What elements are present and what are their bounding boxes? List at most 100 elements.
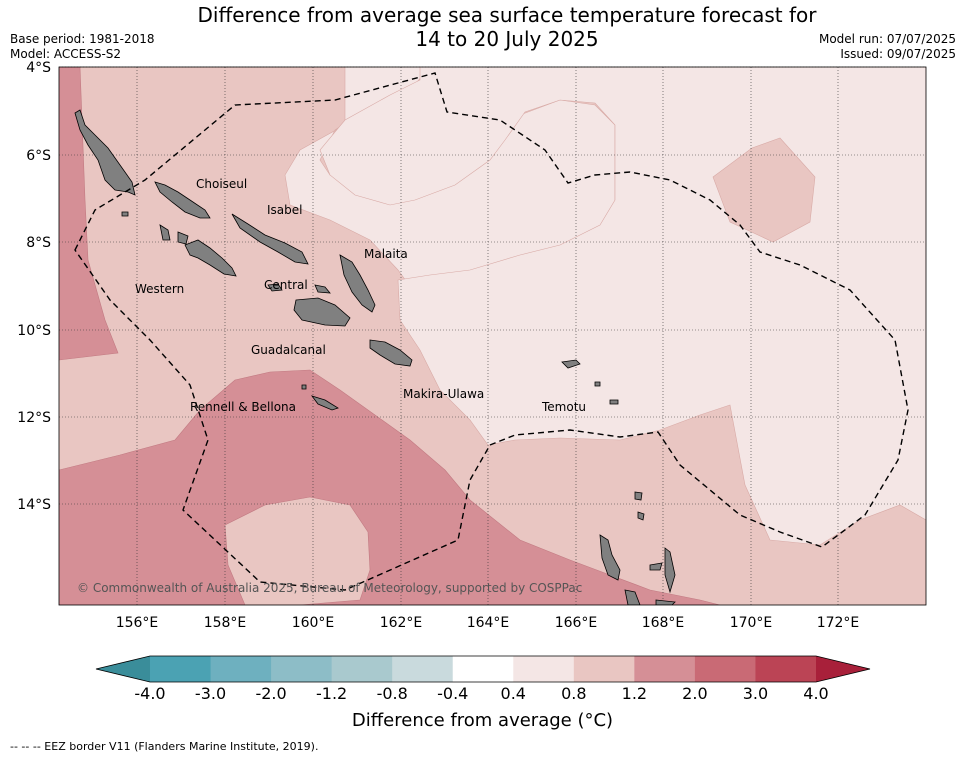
meta-left: Base period: 1981-2018 Model: ACCESS-S2 (10, 32, 155, 62)
colorbar-segment (634, 656, 696, 682)
eez-borders (74, 72, 909, 591)
province-label-central: Central (264, 278, 308, 292)
colorbar-segment (452, 656, 514, 682)
colorbar-segment (392, 656, 454, 682)
lon-tick: 158°E (204, 615, 247, 631)
lon-tick: 172°E (817, 615, 860, 631)
island-bougainville (74, 109, 136, 196)
island-vella (159, 224, 171, 241)
base-period: Base period: 1981-2018 (10, 32, 155, 46)
colorbar-tick-label: -3.0 (194, 684, 227, 703)
island-small-3 (655, 599, 676, 605)
copyright-notice: © Commonwealth of Australia 2025, Bureau… (77, 581, 582, 595)
colorbar-tick-label: -0.4 (437, 684, 469, 703)
island-vanikoro (609, 399, 619, 405)
colorbar-segment (694, 656, 756, 682)
lat-tick: 8°S (26, 235, 51, 251)
islands (74, 109, 676, 605)
lon-tick: 160°E (292, 615, 335, 631)
island-guadalcanal (293, 297, 351, 327)
colorbar-segment (331, 656, 393, 682)
province-label-rennell-bellona: Rennell & Bellona (190, 400, 296, 414)
lat-tick-labels: 4°S 6°S 8°S 10°S 12°S 14°S (17, 60, 51, 513)
island-choiseul (154, 181, 211, 219)
lon-tick: 168°E (642, 615, 685, 631)
island-ambae (649, 562, 663, 571)
eez-solomon (74, 72, 909, 591)
island-newgeorgia (184, 239, 237, 277)
lat-tick: 14°S (17, 497, 51, 513)
province-label-temotu: Temotu (541, 400, 586, 414)
anomaly-band-1.2-2.0-south (59, 369, 721, 605)
island-santacruz (561, 359, 581, 369)
island-rennell (310, 395, 339, 411)
island-pentecost (664, 547, 676, 594)
island-russell (267, 283, 283, 292)
colorbar-tick-label: -1.2 (316, 684, 348, 703)
lon-tick: 156°E (116, 615, 159, 631)
island-maewo (637, 511, 645, 521)
colorbar-segment (573, 656, 635, 682)
colorbar-title: Difference from average (°C) (351, 710, 614, 731)
lon-tick-labels: 156°E 158°E 160°E 162°E 164°E 166°E 168°… (116, 615, 860, 631)
lon-tick: 170°E (730, 615, 773, 631)
model-run: Model run: 07/07/2025 (818, 32, 956, 46)
province-label-malaita: Malaita (364, 247, 408, 261)
island-makira (369, 339, 413, 367)
island-espiritu (599, 534, 621, 581)
province-label-western: Western (135, 282, 184, 296)
island-small-2 (121, 211, 129, 217)
anomaly-band-1.2-2.0-west (59, 67, 119, 361)
province-label-makira-ulawa: Makira-Ulawa (403, 387, 484, 401)
lat-tick: 10°S (17, 323, 51, 339)
colorbar-tick-label: -0.8 (376, 684, 408, 703)
colorbar-tick-label: 4.0 (803, 684, 829, 703)
colorbar-tick-label: 2.0 (682, 684, 708, 703)
meta-right: Model run: 07/07/2025 Issued: 09/07/2025 (819, 32, 956, 62)
lon-tick: 164°E (467, 615, 510, 631)
colorbar-outline (95, 655, 871, 683)
island-malaita (339, 254, 376, 313)
anomaly-band-0.8-1.2-east (712, 137, 816, 243)
colorbar (95, 655, 871, 683)
colorbar-segment (271, 656, 333, 682)
province-labels: Choiseul Isabel Malaita Western Central … (135, 177, 586, 414)
eez-footnote: -- -- -- EEZ border V11 (Flanders Marine… (10, 740, 319, 753)
colorbar-segment (150, 656, 212, 682)
model-name: Model: ACCESS-S2 (10, 47, 122, 61)
colorbar-extend-low (96, 656, 150, 682)
lat-tick: 4°S (26, 60, 51, 76)
map-frame (58, 66, 927, 606)
chart-title-line1: Difference from average sea surface temp… (197, 3, 817, 27)
island-florida (314, 284, 331, 294)
colorbar-tick-label: -4.0 (134, 684, 166, 703)
colorbar-tick-label: 0.8 (561, 684, 587, 703)
province-label-choiseul: Choiseul (196, 177, 247, 191)
colorbar-extend-high (816, 656, 870, 682)
lat-tick: 6°S (26, 148, 51, 164)
lon-tick: 166°E (555, 615, 598, 631)
chart-title: Difference from average sea surface temp… (0, 3, 965, 51)
colorbar-tick-label: 0.4 (500, 684, 526, 703)
colorbar-segment (210, 656, 272, 682)
island-malakula (624, 589, 641, 605)
island-vanua-lava (634, 491, 643, 501)
sst-anomaly-field (59, 67, 926, 605)
chart-title-line2: 14 to 20 July 2025 (415, 27, 599, 51)
lon-tick: 162°E (380, 615, 423, 631)
island-bellona (301, 384, 307, 390)
lat-tick: 12°S (17, 410, 51, 426)
colorbar-segment (513, 656, 575, 682)
island-isabel (231, 213, 309, 265)
issued-date: Issued: 09/07/2025 (840, 47, 956, 61)
colorbar-tick-label: -2.0 (255, 684, 287, 703)
anomaly-band-0.8-1.2-south (224, 496, 371, 605)
province-label-guadalcanal: Guadalcanal (251, 343, 326, 357)
province-label-isabel: Isabel (267, 203, 302, 217)
colorbar-tick-label: 3.0 (742, 684, 769, 703)
colorbar-segment (755, 656, 817, 682)
colorbar-tick-label: 1.2 (621, 684, 648, 703)
island-small-1 (594, 381, 601, 387)
island-kolombangara (177, 231, 189, 245)
